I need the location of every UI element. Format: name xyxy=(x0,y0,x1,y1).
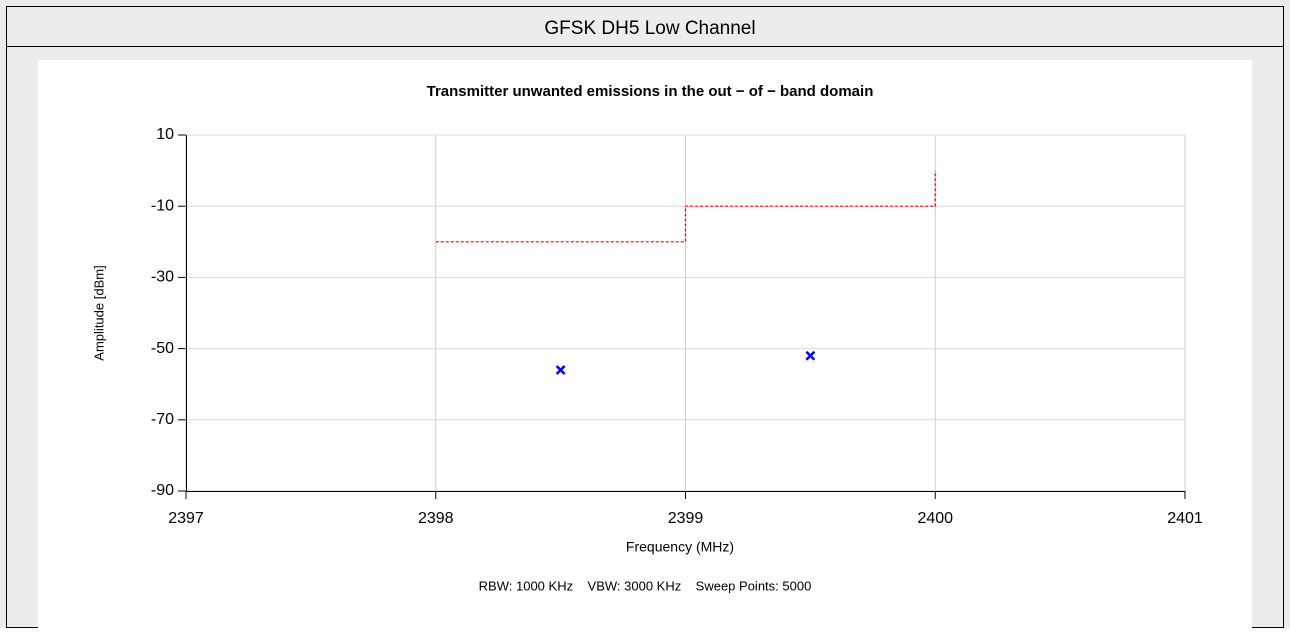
y-axis-label: Amplitude [dBm] xyxy=(91,265,106,360)
y-tick-label: -70 xyxy=(151,411,174,428)
x-tick-label: 2399 xyxy=(668,510,704,527)
x-tick-label: 2398 xyxy=(418,510,454,527)
note: RBW: 1000 KHz VBW: 3000 KHz Sweep Points… xyxy=(479,578,812,593)
data-point xyxy=(555,365,566,375)
header: GFSK DH5 Low Channel xyxy=(544,18,755,39)
y-tick-label: -10 xyxy=(151,197,174,214)
x-tick-label: 2400 xyxy=(917,510,953,527)
x-tick-label: 2401 xyxy=(1167,510,1203,527)
x-tick-label: 2397 xyxy=(168,510,204,527)
chart-title: Transmitter unwanted emissions in the ou… xyxy=(427,83,874,100)
data-point xyxy=(805,350,816,361)
y-tick-label: -30 xyxy=(151,269,174,286)
limit-line xyxy=(435,170,936,243)
y-tick-label: 10 xyxy=(156,126,174,143)
chart-panel xyxy=(38,60,1252,628)
y-tick-label: -90 xyxy=(151,482,174,499)
x-axis-label: Frequency (MHz) xyxy=(626,539,734,555)
y-tick-label: -50 xyxy=(151,340,174,357)
